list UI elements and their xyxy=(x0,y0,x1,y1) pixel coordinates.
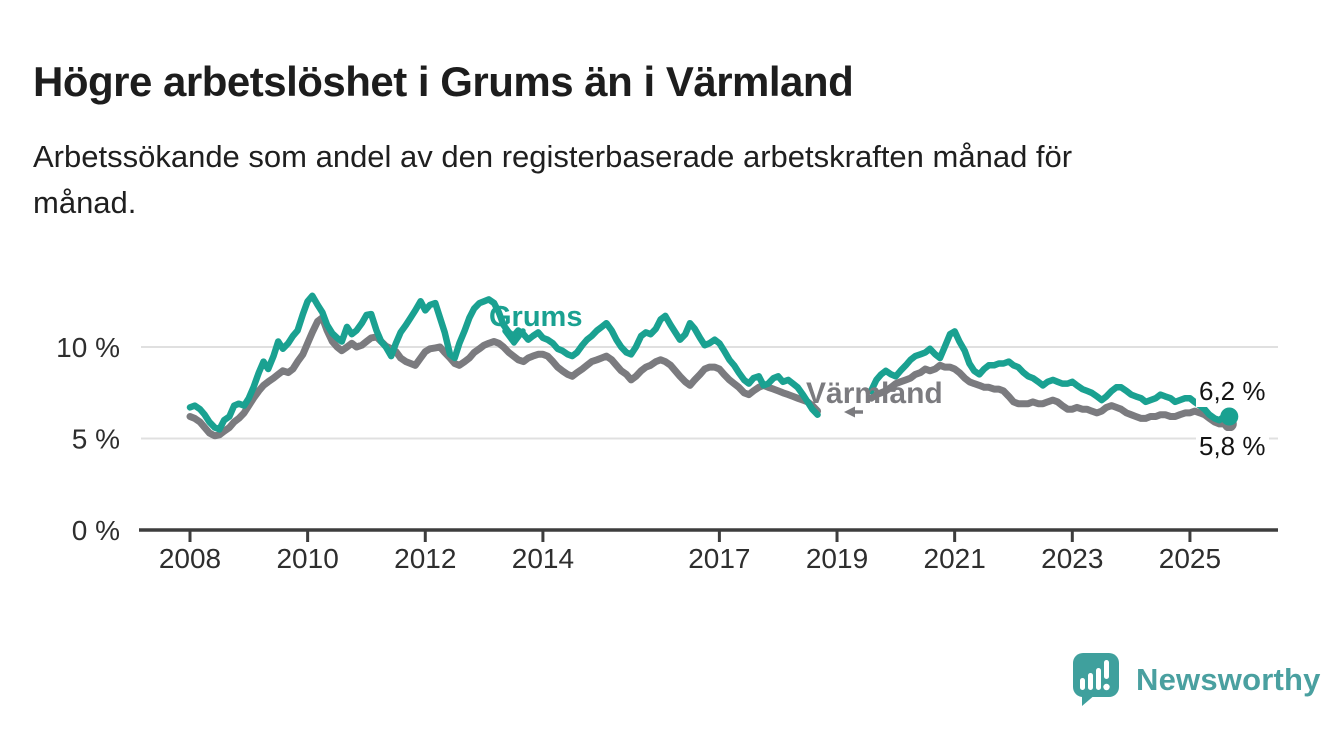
chart-subtitle-line1: Arbetssökande som andel av den registerb… xyxy=(33,139,1073,174)
y-tick-label-10: 10 % xyxy=(56,332,120,363)
y-tick-label-0: 0 % xyxy=(72,515,120,546)
newsworthy-logo[interactable]: Newsworthy xyxy=(1072,652,1321,708)
x-tick-label-2010: 2010 xyxy=(276,543,338,574)
x-tick-label-2019: 2019 xyxy=(806,543,868,574)
series-line-grums-seg1 xyxy=(186,292,821,433)
newsworthy-logo-text: Newsworthy xyxy=(1136,662,1321,697)
x-tick-label-2012: 2012 xyxy=(394,543,456,574)
y-tick-label-5: 5 % xyxy=(72,424,120,455)
x-tick-label-2021: 2021 xyxy=(924,543,986,574)
chart-subtitle-line2: månad. xyxy=(33,185,137,220)
series-label-grums: Grums xyxy=(489,301,583,333)
series-line-värmland-seg1 xyxy=(186,314,822,440)
newsworthy-logo-icon xyxy=(1073,653,1119,706)
x-tick-label-2023: 2023 xyxy=(1041,543,1103,574)
x-tick-label-2017: 2017 xyxy=(688,543,750,574)
varmland-left-arrow-icon xyxy=(844,406,863,418)
x-tick-label-2014: 2014 xyxy=(512,543,574,574)
end-dot-grums xyxy=(1220,407,1239,426)
grums-down-arrow-icon xyxy=(502,328,526,346)
series-line-grums-seg2 xyxy=(867,328,1233,424)
series-line-värmland-seg2 xyxy=(867,361,1233,428)
x-tick-label-2025: 2025 xyxy=(1159,543,1221,574)
x-tick-label-2008: 2008 xyxy=(159,543,221,574)
end-value-label-varmland: 5,8 % xyxy=(1196,431,1269,462)
series-label-varmland: Värmland xyxy=(806,377,943,410)
chart-subtitle: Arbetssökande som andel av den registerb… xyxy=(33,134,1293,226)
end-value-label-grums: 6,2 % xyxy=(1196,376,1269,407)
page-title: Högre arbetslöshet i Grums än i Värmland xyxy=(33,58,854,106)
